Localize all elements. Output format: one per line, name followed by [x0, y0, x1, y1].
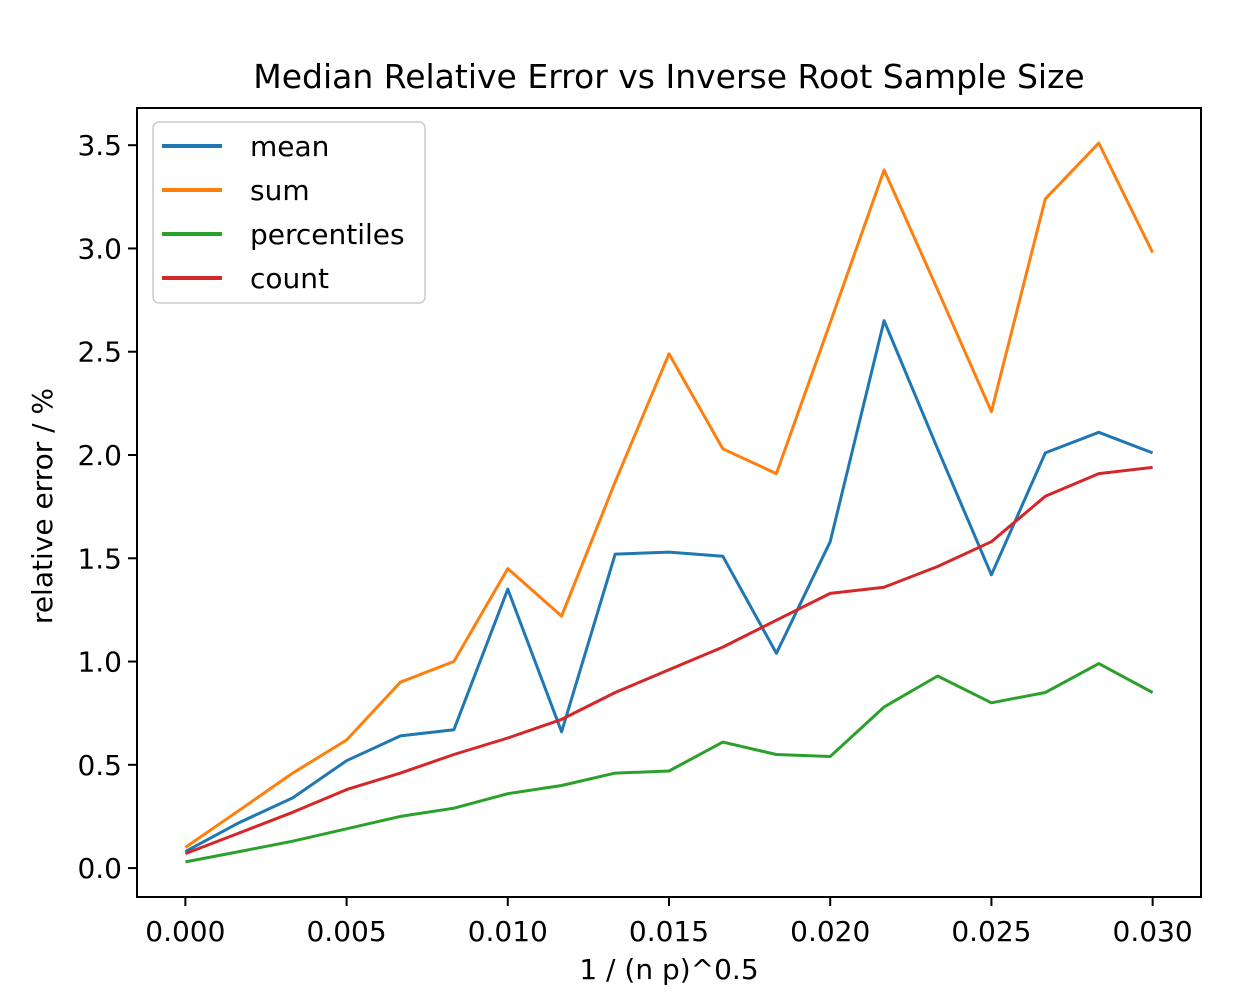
y-tick-label: 0.0	[77, 852, 122, 885]
x-tick-label: 0.005	[306, 915, 386, 948]
y-tick-label: 3.0	[77, 232, 122, 265]
y-tick-label: 0.5	[77, 749, 122, 782]
chart-title: Median Relative Error vs Inverse Root Sa…	[253, 57, 1084, 96]
y-axis-ticks: 0.0 0.5 1.0 1.5 2.0 2.5 3.0 3.5	[77, 129, 136, 885]
legend-label-sum: sum	[250, 174, 310, 207]
y-axis-label: relative error / %	[26, 388, 59, 624]
x-tick-label: 0.030	[1113, 915, 1193, 948]
x-tick-label: 0.015	[629, 915, 709, 948]
legend-box	[152, 121, 426, 304]
x-tick-label: 0.025	[951, 915, 1031, 948]
legend-label-mean: mean	[250, 130, 329, 163]
series-lines	[184, 141, 1154, 864]
y-tick-label: 3.5	[77, 129, 122, 162]
y-tick-label: 2.0	[77, 439, 122, 472]
x-tick-label: 0.020	[790, 915, 870, 948]
x-axis-ticks: 0.000 0.005 0.010 0.015 0.020 0.025 0.030	[145, 898, 1193, 948]
y-tick-label: 2.5	[77, 336, 122, 369]
x-tick-label: 0.000	[145, 915, 225, 948]
legend-label-percentiles: percentiles	[250, 218, 405, 251]
y-tick-label: 1.5	[77, 542, 122, 575]
x-tick-label: 0.010	[468, 915, 548, 948]
series-line-percentiles	[185, 662, 1154, 864]
series-line-mean	[184, 319, 1154, 853]
y-tick-label: 1.0	[77, 646, 122, 679]
series-line-sum	[184, 141, 1154, 849]
x-axis-label: 1 / (n p)^0.5	[579, 953, 758, 986]
legend-label-count: count	[250, 262, 329, 295]
series-line-count	[184, 465, 1153, 856]
plot-area	[136, 107, 1202, 898]
legend: mean sum percentiles count	[152, 121, 426, 304]
